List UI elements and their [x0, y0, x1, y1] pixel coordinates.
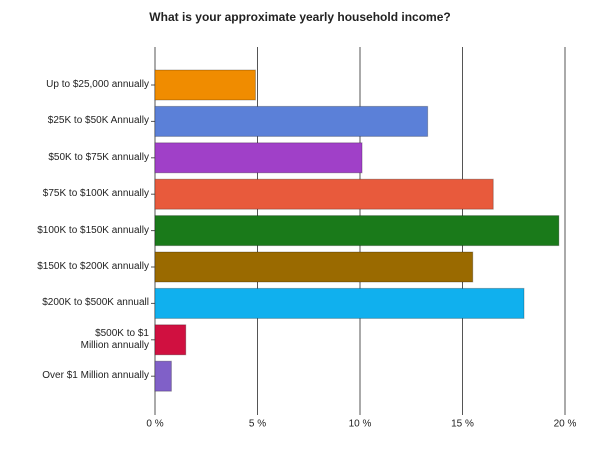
- bar: [154, 142, 363, 174]
- y-tick-label: $25K to $50K Annually: [47, 115, 149, 127]
- bar: [154, 360, 172, 392]
- y-tick-label: $50K to $75K annually: [48, 151, 149, 163]
- x-tick-label: 5 %: [249, 419, 266, 430]
- x-tick-label: 10 %: [349, 419, 372, 430]
- y-tick-label: $500K to $1 Million annually: [80, 327, 149, 351]
- x-tick-label: 20 %: [554, 419, 577, 430]
- y-tick-label: $150K to $200K annually: [37, 261, 149, 272]
- x-tick-label: 0 %: [146, 419, 163, 430]
- y-tick-label: $200K to $500K annuall: [42, 297, 149, 309]
- bar: [154, 215, 560, 247]
- bar: [154, 105, 429, 137]
- y-tick-label: $75K to $100K annually: [42, 188, 149, 200]
- bar: [154, 324, 187, 356]
- y-tick-label: $100K to $150K annually: [37, 224, 149, 236]
- bar: [154, 69, 256, 101]
- y-tick-label: Over $1 Million annually: [42, 370, 149, 382]
- bar: [154, 287, 525, 319]
- bar: [154, 251, 474, 283]
- y-tick-label: Up to $25,000 annually: [46, 79, 149, 90]
- x-tick-label: 15 %: [451, 419, 474, 430]
- chart-title: What is your approximate yearly househol…: [149, 10, 450, 24]
- bar: [154, 178, 494, 210]
